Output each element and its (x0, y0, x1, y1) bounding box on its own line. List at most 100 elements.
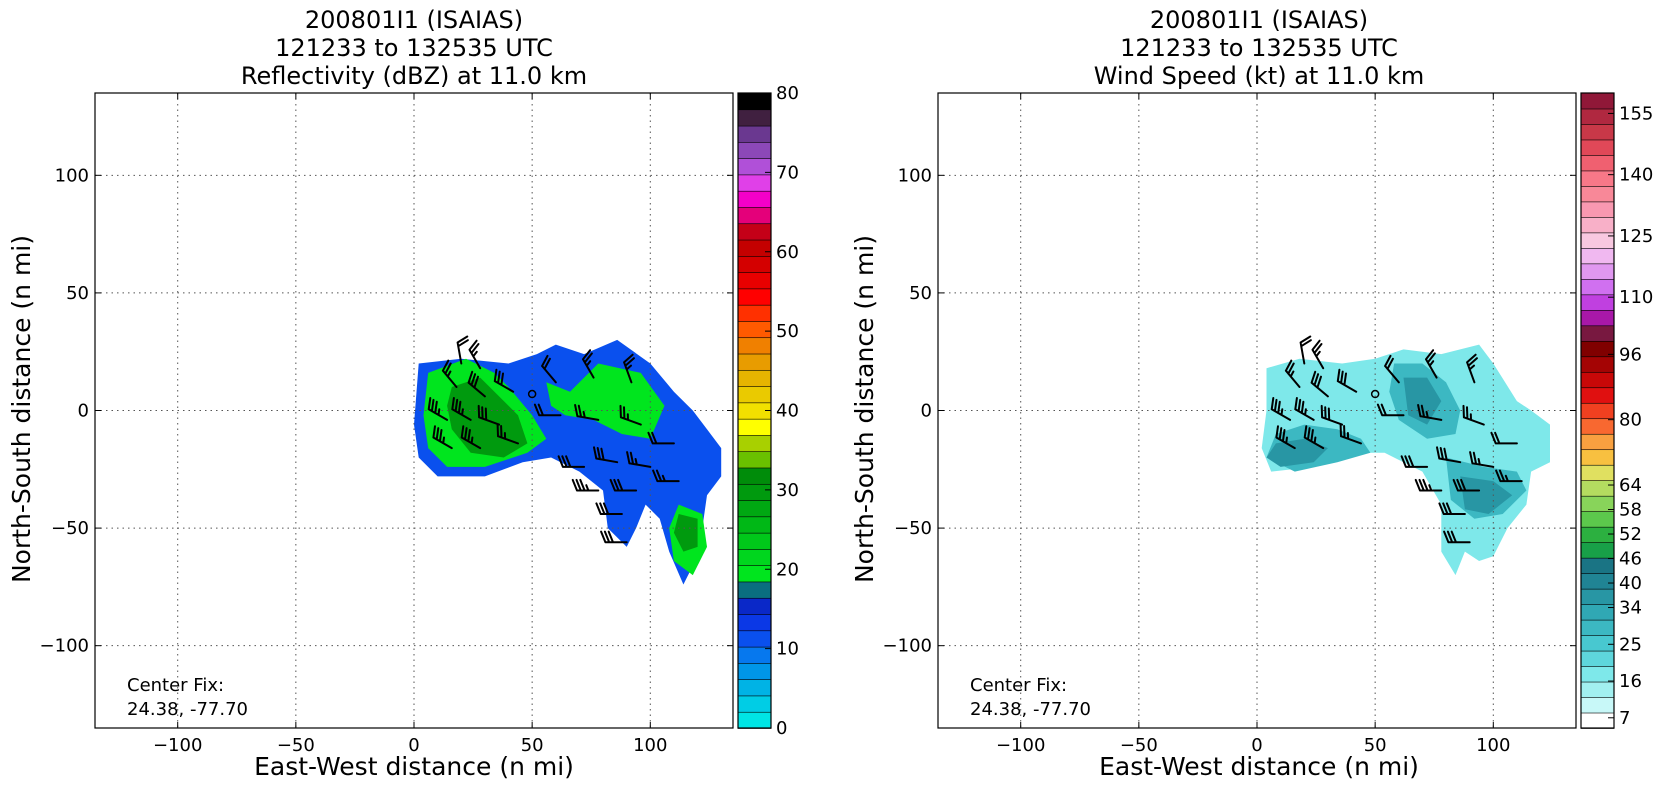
colorbar-segment (737, 548, 772, 566)
wind-barb-shaft (467, 370, 486, 398)
colorbar-segment (737, 532, 772, 550)
wind-barb-shaft (647, 431, 675, 445)
x-tick-label: 100 (1476, 735, 1510, 756)
wind-barb-shaft (1310, 370, 1329, 398)
colorbar-segment (737, 206, 772, 225)
center-fix-label: Center Fix: (970, 675, 1067, 696)
colorbar-segment (1580, 448, 1615, 466)
colorbar-segment (737, 695, 772, 713)
colorbar-segment (737, 108, 772, 127)
colorbar-segment (737, 662, 772, 680)
colorbar-segment (737, 353, 772, 371)
wind-barb (1376, 403, 1405, 417)
plot-content (938, 93, 1576, 728)
wind-barb-shaft (652, 469, 680, 483)
wind-barb-shaft (1384, 354, 1400, 384)
wind-barb-shaft (541, 354, 557, 384)
y-tick-label: 50 (909, 283, 932, 304)
wind-barb (647, 431, 675, 445)
wind-barb (468, 339, 482, 370)
wind-barb (1284, 359, 1301, 388)
wind-barb-shaft (1336, 368, 1358, 393)
wind-barb-shaft (427, 397, 449, 421)
colorbar-segment (1580, 479, 1615, 497)
wind-barb (477, 404, 501, 426)
colorbar-segment (737, 320, 772, 339)
colorbar-segment (737, 564, 772, 583)
wind-barb (1303, 425, 1325, 450)
colorbar-segment (1580, 232, 1615, 249)
wind-speed-colorbar: 7 16 25 34 40 46 52 58 64 80 96 110 125 140 155 (1580, 92, 1653, 729)
wind-barb (460, 425, 482, 450)
wind-barb-shaft (456, 335, 469, 365)
wind-barb (1438, 502, 1466, 515)
wind-barb (1452, 478, 1481, 492)
wind-barb-shaft (595, 502, 623, 515)
colorbar-segment (1580, 154, 1615, 172)
colorbar-segment (1580, 309, 1615, 327)
wind-barb-shaft (609, 478, 638, 492)
wind-barb (609, 478, 638, 492)
wind-barb-shaft (441, 359, 458, 388)
y-axis-label: North-South distance (n mi) (7, 235, 36, 583)
colorbar-segment (737, 581, 772, 599)
colorbar-segment (1580, 247, 1615, 265)
center-fix-label: Center Fix: (127, 675, 224, 696)
wind-barb-shaft (1339, 423, 1362, 445)
wind-barb-shaft (1414, 478, 1443, 492)
wind-barb (496, 423, 519, 445)
wind-barb-shaft (1303, 425, 1325, 450)
colorbar-tick-label: 20 (776, 559, 799, 580)
plot-content (95, 93, 733, 728)
x-axis-label: East-West distance (n mi) (1099, 752, 1419, 781)
wind-barb-shaft (1299, 335, 1312, 365)
wind-barb (1275, 425, 1296, 450)
colorbar-segment (1580, 619, 1615, 636)
colorbar-tick-label: 70 (776, 162, 799, 183)
wind-barb-shaft (1462, 404, 1485, 426)
reflectivity-plot-area: −100 −50 0 50 100 −100 −50 0 50 100 (40, 92, 734, 756)
wind-barb-shaft (619, 404, 642, 426)
colorbar-segment (1580, 712, 1615, 729)
colorbar-segment (737, 418, 772, 436)
colorbar-segment (1580, 201, 1615, 218)
wind-barb (1425, 349, 1438, 379)
colorbar-segment (1580, 433, 1615, 451)
colorbar-tick-label: 50 (776, 321, 799, 342)
colorbar-segment (737, 450, 772, 469)
colorbar-segment (737, 597, 772, 615)
colorbar-tick-label: 64 (1619, 475, 1642, 496)
x-tick-label: −50 (277, 735, 315, 756)
colorbar-segment (1580, 108, 1615, 125)
colorbar-tick-label: 80 (1619, 410, 1642, 431)
colorbar-segment (1580, 402, 1615, 420)
echo-region (546, 363, 665, 439)
wind-barb (593, 446, 619, 464)
wind-barb (493, 368, 515, 393)
wind-barb-shaft (557, 455, 586, 468)
wind-barb-shaft (1443, 530, 1471, 544)
wind-barb-shaft (1320, 404, 1344, 426)
colorbar-tick-label: 60 (776, 242, 799, 263)
wind-barb-shaft (533, 403, 562, 417)
colorbar-segment (1580, 557, 1615, 574)
wind-barb-shaft (468, 339, 482, 370)
wind-barb (600, 530, 628, 544)
wind-barb (1414, 478, 1443, 492)
wind-barb (1384, 354, 1400, 384)
colorbar-segment (1580, 572, 1615, 590)
wind-barb (1469, 451, 1495, 468)
wind-barb-shaft (460, 425, 482, 450)
wind-barb (441, 359, 458, 388)
chart-title-line-2: 121233 to 132535 UTC (1120, 34, 1398, 62)
wind-barb (571, 478, 600, 492)
wind-barb-shaft (432, 425, 453, 450)
x-tick-label: 0 (1251, 735, 1262, 756)
chart-title-line-1: 200801I1 (ISAIAS) (305, 6, 523, 34)
wind-barb (652, 469, 680, 483)
wind-barb (1466, 353, 1478, 384)
colorbar-tick-label: 40 (776, 401, 799, 422)
wind-barb-shaft (1311, 339, 1325, 370)
colorbar-tick-label: 10 (776, 639, 799, 660)
